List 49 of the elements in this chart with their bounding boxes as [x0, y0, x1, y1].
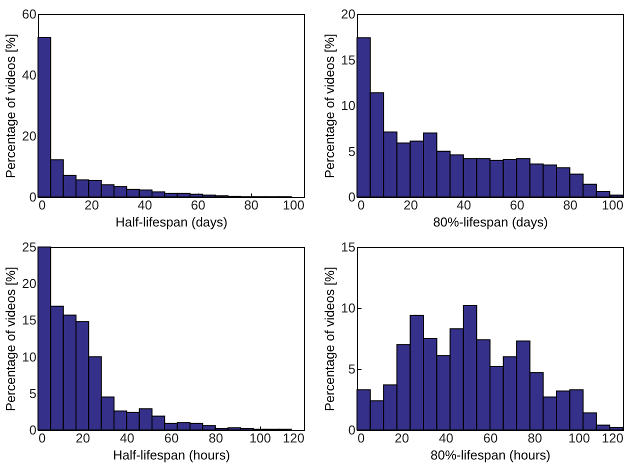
x-tick-label: 100 — [282, 198, 304, 212]
x-tick-label: 20 — [403, 198, 418, 212]
x-tick-label: 100 — [602, 198, 624, 212]
x-tick-label: 40 — [138, 198, 152, 212]
x-tick-label: 0 — [358, 430, 365, 446]
y-axis-title: Percentage of videos [%] — [3, 34, 18, 178]
y-tick-label: 15 — [341, 52, 356, 68]
y-axis-title: Percentage of videos [%] — [322, 34, 338, 178]
x-axis-title: 80%-lifespan (hours) — [430, 448, 550, 462]
x-tick-label: 80 — [528, 430, 542, 446]
x-tick-label: 80 — [244, 198, 259, 212]
x-tick-label: 0 — [38, 198, 46, 212]
x-tick-label: 0 — [358, 198, 365, 212]
y-tick-label: 20 — [22, 276, 36, 292]
x-tick-label: 0 — [38, 430, 46, 446]
x-axis-title: Half-lifespan (days) — [116, 214, 228, 230]
y-tick-label: 15 — [341, 240, 356, 254]
y-tick-label: 5 — [29, 386, 36, 401]
x-tick-label: 20 — [394, 430, 410, 446]
y-tick-label: 5 — [348, 144, 356, 159]
x-tick-label: 20 — [84, 198, 99, 212]
x-axis-title: 80%-lifespan (days) — [433, 214, 548, 230]
y-axis-title: Percentage of videos [%] — [322, 266, 338, 412]
y-tick-label: 60 — [22, 6, 36, 22]
y-axis-title: Percentage of videos [%] — [3, 266, 18, 412]
x-axis-title: Half-lifespan (hours) — [112, 448, 230, 462]
x-tick-label: 60 — [483, 430, 498, 446]
y-tick-label: 40 — [22, 68, 36, 82]
x-tick-label: 20 — [76, 430, 90, 446]
y-tick-label: 10 — [22, 349, 36, 364]
y-tick-label: 10 — [341, 300, 356, 316]
x-tick-label: 40 — [120, 430, 134, 446]
x-tick-label: 120 — [282, 430, 304, 446]
x-tick-label: 60 — [510, 198, 524, 212]
x-tick-label: 120 — [602, 430, 624, 446]
y-tick-label: 20 — [22, 128, 36, 144]
x-tick-label: 60 — [164, 430, 179, 446]
y-tick-label: 25 — [22, 240, 36, 254]
y-tick-label: 10 — [341, 98, 356, 113]
y-tick-label: 20 — [341, 6, 356, 22]
x-tick-label: 80 — [563, 198, 578, 212]
x-tick-label: 40 — [456, 198, 472, 212]
x-tick-label: 80 — [208, 430, 224, 446]
x-tick-label: 40 — [438, 430, 454, 446]
x-tick-label: 100 — [568, 430, 590, 446]
y-tick-label: 15 — [22, 312, 36, 328]
y-tick-label: 5 — [348, 362, 356, 376]
x-tick-label: 60 — [190, 198, 206, 212]
x-tick-label: 100 — [249, 430, 272, 446]
